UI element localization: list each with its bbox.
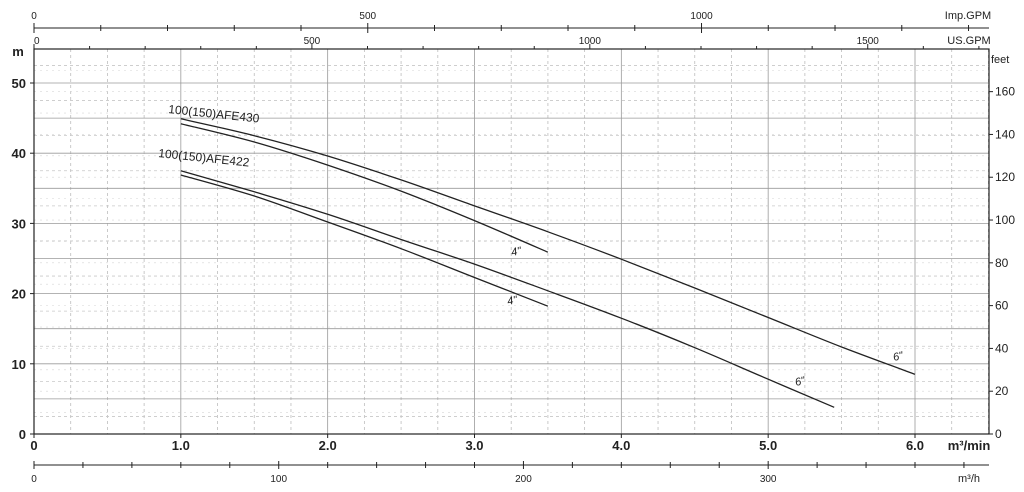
x-primary-unit: m³/min [948,438,991,453]
x-bottom-tick-label: 200 [515,474,532,485]
curve-line [180,123,549,253]
y-right-tick-label: 0 [995,427,1002,441]
curve-line [180,118,916,375]
x-top-imp-tick-label: 500 [359,11,376,22]
size-label-430-6: 6" [892,350,906,364]
y-right-tick-label: 60 [995,299,1009,313]
model-label-422: 100(150)AFE422 [158,146,251,170]
plot-frame [33,48,990,435]
y-left-tick-label: 30 [12,216,26,231]
x-primary-tick-label: 2.0 [319,438,337,453]
x-bottom-unit: m³/h [958,473,980,485]
x-top-us-tick-label: 0 [34,36,40,47]
x-bottom-tick-label: 300 [760,474,777,485]
y-left-unit: m [12,44,24,59]
y-left-tick-label: 40 [12,146,26,161]
y-left-tick-label: 0 [19,427,26,442]
y-right-tick-label: 100 [995,213,1015,227]
y-right-tick-label: 120 [995,170,1015,184]
x-primary-tick-label: 4.0 [612,438,630,453]
x-top-us-unit: US.GPM [947,35,990,47]
y-right-tick-label: 40 [995,341,1009,355]
y-right-tick-label: 20 [995,384,1009,398]
x-primary-tick-label: 0 [30,438,37,453]
y-left-tick-label: 10 [12,357,26,372]
y-left-tick-label: 50 [12,76,26,91]
curves [180,118,916,408]
model-label-430: 100(150)AFE430 [168,102,261,126]
grid [34,49,989,434]
x-primary-tick-label: 3.0 [465,438,483,453]
size-label-430-4: 4" [510,245,523,259]
x-primary-tick-label: 1.0 [172,438,190,453]
x-primary-tick-label: 5.0 [759,438,777,453]
x-primary-tick-label: 6.0 [906,438,924,453]
x-bottom-tick-label: 0 [31,474,37,485]
y-right-unit: feet [991,54,1009,66]
size-label-422-6: 6" [794,375,808,389]
curve-line [180,174,549,307]
x-bottom-tick-label: 100 [270,474,287,485]
x-top-imp-unit: Imp.GPM [945,10,991,22]
x-top-imp-tick-label: 0 [31,11,37,22]
curve-line [180,170,835,408]
y-right-tick-label: 160 [995,85,1015,99]
x-top-imp-tick-label: 1000 [690,11,713,22]
y-left-tick-label: 20 [12,287,26,302]
y-right-tick-label: 140 [995,127,1015,141]
x-top-us-tick-label: 1500 [857,36,880,47]
x-top-us-tick-label: 500 [304,36,321,47]
y-right-tick-label: 80 [995,256,1009,270]
size-label-422-4: 4" [506,294,519,308]
x-top-us-tick-label: 1000 [579,36,602,47]
